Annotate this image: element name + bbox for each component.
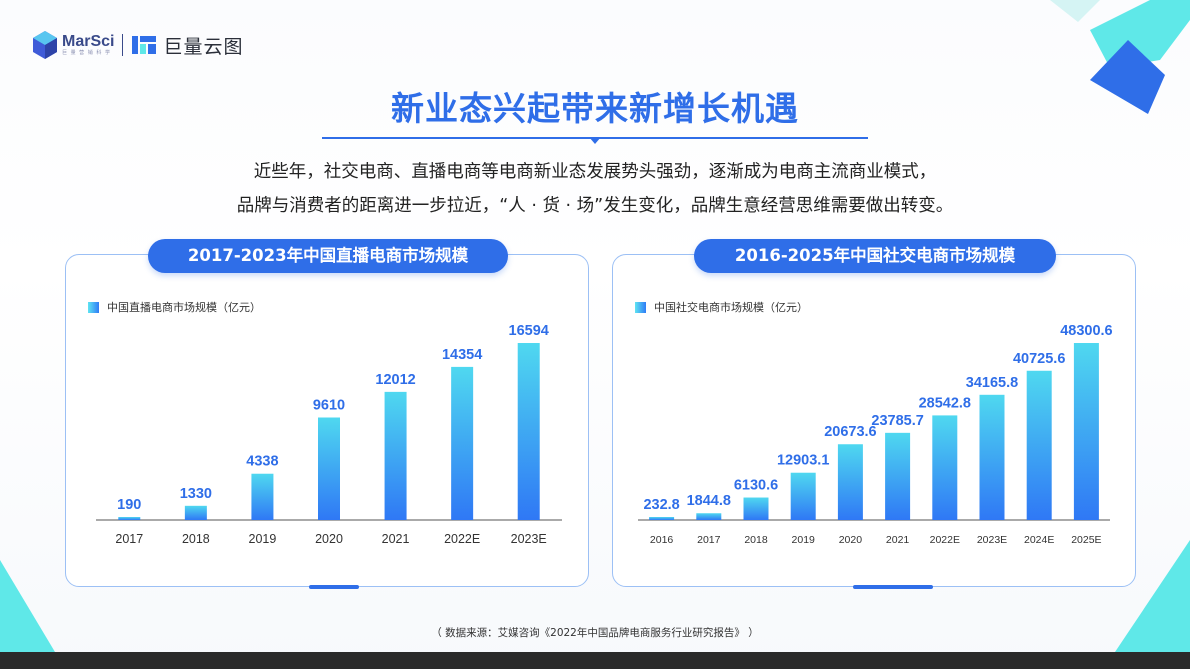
bar-2018 xyxy=(743,497,769,520)
legend-label: 中国社交电商市场规模（亿元） xyxy=(654,301,808,314)
x-tick-2020: 2020 xyxy=(839,534,863,546)
juliang-logo-icon xyxy=(132,36,157,54)
bottom-left-decoration xyxy=(0,560,55,652)
legend-swatch xyxy=(88,301,99,313)
bar-2017 xyxy=(696,513,722,520)
bar-2019 xyxy=(251,473,274,520)
x-tick-2019: 2019 xyxy=(249,532,277,546)
bar-2019 xyxy=(790,472,816,520)
x-tick-2022E: 2022E xyxy=(444,532,480,546)
juliang-logo-text: 巨量云图 xyxy=(163,35,244,58)
marsci-logo-text-group: MarSci 巨 量 营 销 科 学 xyxy=(62,32,115,57)
marsci-logo-icon xyxy=(33,31,57,59)
data-label-2025E: 48300.6 xyxy=(1060,323,1112,339)
x-tick-2017: 2017 xyxy=(697,534,721,546)
x-tick-2021: 2021 xyxy=(886,534,910,546)
social-commerce-bar-chart: 232.8 2016 1844.8 2017 6130.6 2018 12903.1 2019… xyxy=(638,323,1113,546)
bar-2021 xyxy=(885,432,911,520)
x-tick-2021: 2021 xyxy=(382,532,410,546)
legend-swatch xyxy=(635,301,646,313)
bar-2020 xyxy=(318,417,340,520)
data-label-2023E: 34165.8 xyxy=(966,375,1018,391)
x-tick-2020: 2020 xyxy=(315,532,343,546)
intro-line-2: 品牌与消费者的距离进一步拉近，“人 · 货 · 场”发生变化，品牌生意经营思维需… xyxy=(236,196,954,216)
x-tick-2018: 2018 xyxy=(182,532,210,546)
live-commerce-bar-chart: 190 2017 1330 2018 4338 2019 9610 2020 12012 2021… xyxy=(96,323,562,546)
x-tick-2018: 2018 xyxy=(744,534,768,546)
bar-2022E xyxy=(451,366,474,520)
legend-label: 中国直播电商市场规模（亿元） xyxy=(107,301,261,314)
x-tick-2016: 2016 xyxy=(650,534,674,546)
bar-2023E xyxy=(517,343,540,520)
live-commerce-panel-accent xyxy=(309,585,359,589)
bar-2023E xyxy=(979,394,1005,520)
bar-2020 xyxy=(837,444,863,520)
data-label-2018: 6130.6 xyxy=(734,478,778,494)
x-tick-2022E: 2022E xyxy=(930,534,960,546)
data-label-2020: 20673.6 xyxy=(824,424,876,440)
data-label-2022E: 14354 xyxy=(442,347,482,363)
bottom-bar xyxy=(0,652,1190,669)
x-tick-2017: 2017 xyxy=(115,532,143,546)
x-tick-2023E: 2023E xyxy=(977,534,1007,546)
x-tick-2024E: 2024E xyxy=(1024,534,1054,546)
data-label-2021: 12012 xyxy=(375,372,415,388)
bar-2024E xyxy=(1026,370,1052,520)
data-label-2017: 1844.8 xyxy=(687,493,731,509)
data-label-2021: 23785.7 xyxy=(871,413,923,429)
marsci-logo-text: MarSci xyxy=(62,32,115,50)
data-label-2022E: 28542.8 xyxy=(919,395,971,411)
top-right-decoration xyxy=(1050,0,1190,114)
logo-separator xyxy=(122,34,124,56)
data-label-2023E: 16594 xyxy=(509,323,549,339)
data-label-2020: 9610 xyxy=(313,397,345,413)
data-label-2018: 1330 xyxy=(180,486,212,502)
bar-2025E xyxy=(1073,343,1099,520)
bar-2016 xyxy=(649,517,675,520)
x-tick-2023E: 2023E xyxy=(511,532,547,546)
data-label-2019: 12903.1 xyxy=(777,453,829,469)
x-tick-2025E: 2025E xyxy=(1071,534,1101,546)
x-tick-2019: 2019 xyxy=(792,534,816,546)
bottom-right-decoration xyxy=(1115,540,1190,652)
bar-2017 xyxy=(118,517,141,520)
live-commerce-legend: 中国直播电商市场规模（亿元） xyxy=(88,299,261,315)
data-label-2017: 190 xyxy=(117,497,141,513)
data-label-2024E: 40725.6 xyxy=(1013,351,1065,367)
social-commerce-chart-title: 2016-2025年中国社交电商市场规模 xyxy=(694,239,1056,273)
marsci-logo-subtext: 巨 量 营 销 科 学 xyxy=(62,49,111,56)
data-label-2016: 232.8 xyxy=(643,497,679,513)
title-pointer xyxy=(589,137,601,144)
data-label-2019: 4338 xyxy=(246,454,278,470)
social-commerce-legend: 中国社交电商市场规模（亿元） xyxy=(635,299,808,315)
brand-logos: MarSci 巨 量 营 销 科 学 巨量云图 xyxy=(32,28,243,62)
live-commerce-chart-title: 2017-2023年中国直播电商市场规模 xyxy=(148,239,508,273)
bar-2021 xyxy=(384,391,407,520)
bar-2018 xyxy=(184,505,207,520)
intro-line-1: 近些年，社交电商、直播电商等电商新业态发展势头强劲，逐渐成为电商主流商业模式， xyxy=(253,162,937,182)
social-commerce-panel-accent xyxy=(853,585,933,589)
page-title: 新业态兴起带来新增长机遇 xyxy=(391,89,799,128)
data-source-note: （ 数据来源：艾媒咨询《2022年中国品牌电商服务行业研究报告》 ） xyxy=(431,627,759,639)
bar-2022E xyxy=(932,415,958,520)
